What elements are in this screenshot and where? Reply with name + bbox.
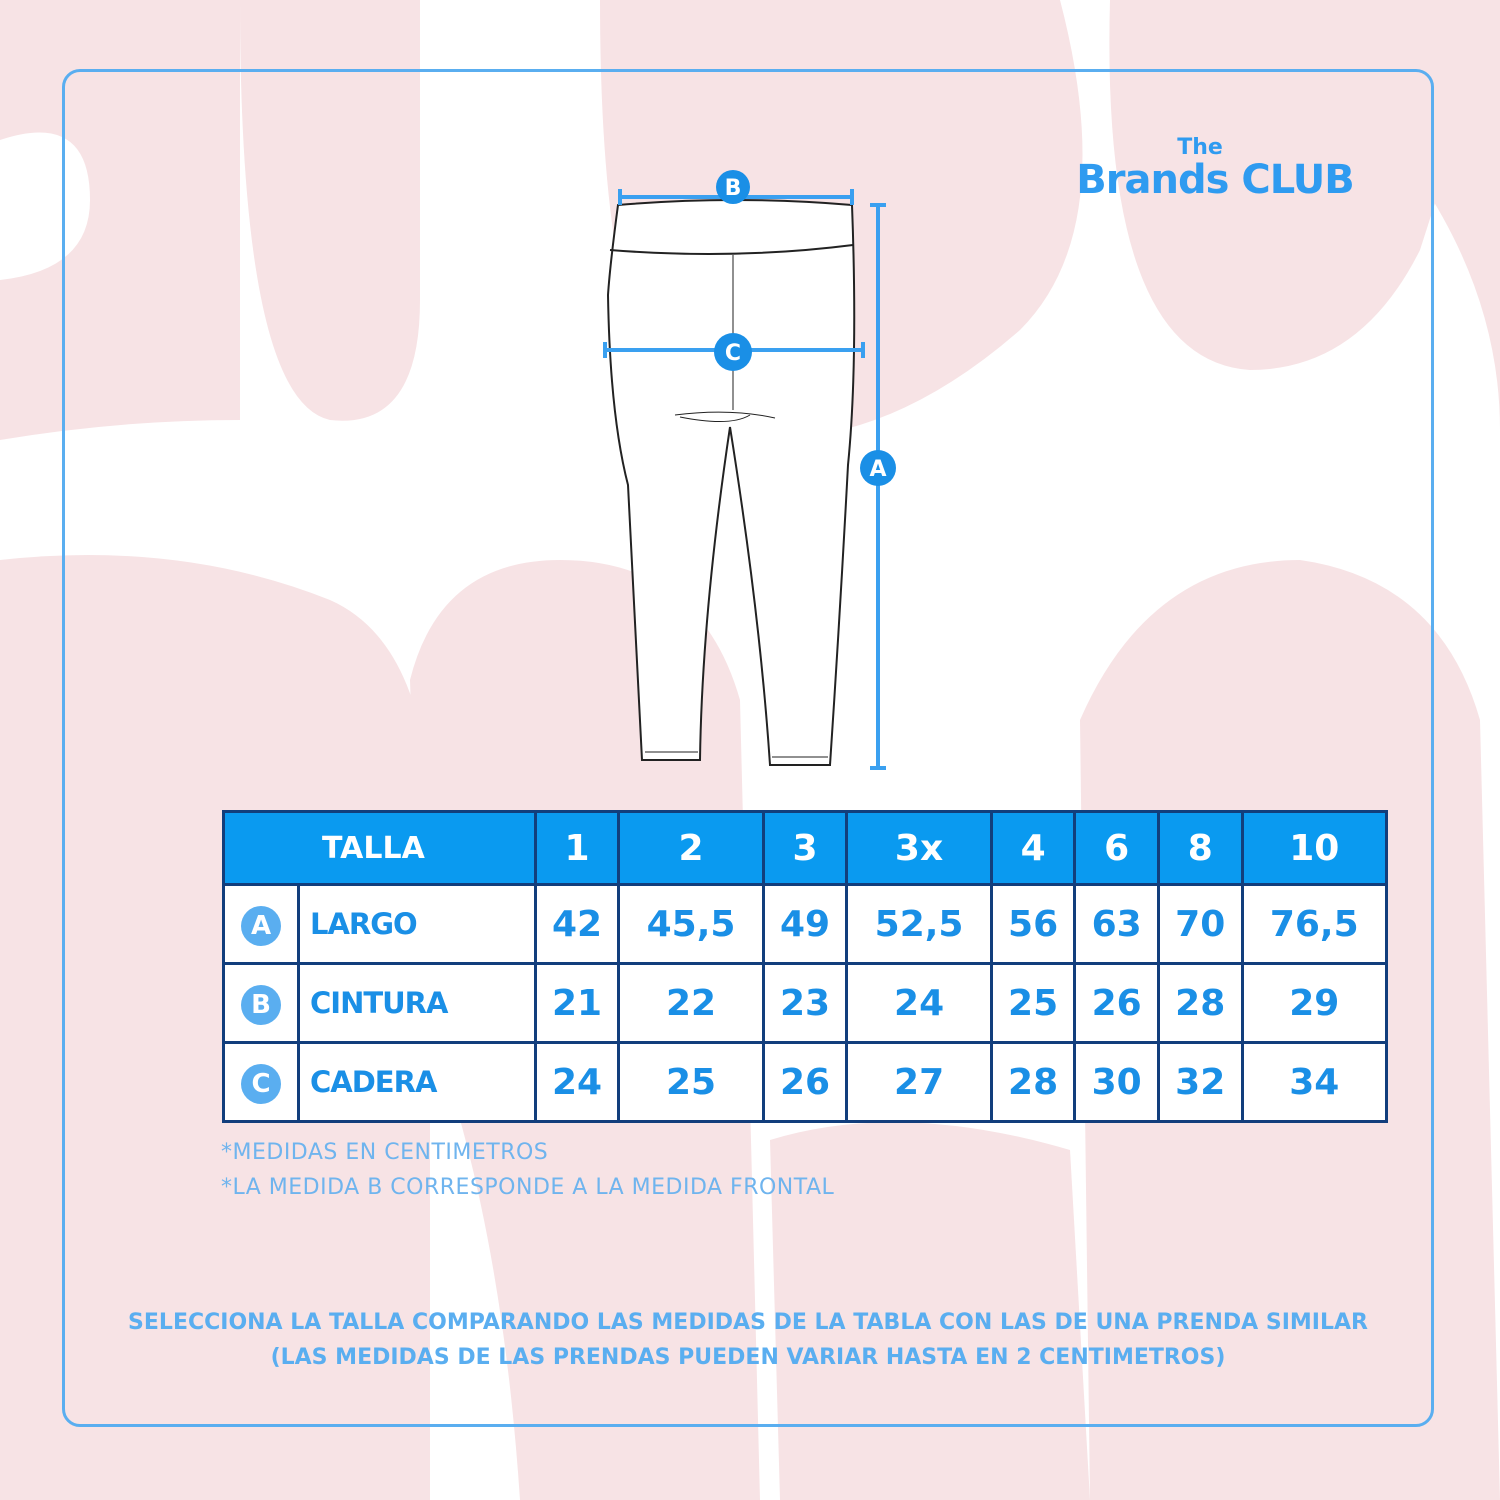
table-cell: 70 bbox=[1156, 883, 1244, 965]
marker-b-icon bbox=[716, 170, 750, 204]
table-cell: 26 bbox=[761, 1041, 849, 1123]
marker-a-icon: A bbox=[241, 906, 281, 946]
footer-instructions: SELECCIONA LA TALLA COMPARANDO LAS MEDID… bbox=[62, 1305, 1434, 1375]
marker-a-icon bbox=[860, 450, 896, 486]
leggings-outline bbox=[606, 199, 856, 766]
table-cell: 32 bbox=[1156, 1041, 1244, 1123]
row-label: CADERA bbox=[297, 1041, 537, 1123]
table-cell: 52,5 bbox=[845, 883, 993, 965]
crotch-detail bbox=[674, 411, 776, 423]
row-label: CINTURA bbox=[297, 962, 537, 1044]
table-cell: 21 bbox=[533, 962, 621, 1044]
table-cell: 24 bbox=[845, 962, 993, 1044]
table-cell: 49 bbox=[761, 883, 849, 965]
talla-header: TALLA bbox=[222, 810, 537, 886]
table-cell: 42 bbox=[533, 883, 621, 965]
brand-logo-line2: Brands CLUB bbox=[1076, 157, 1354, 203]
marker-a-label: A bbox=[869, 457, 886, 482]
table-cell: 24 bbox=[533, 1041, 621, 1123]
size-header: 3 bbox=[761, 810, 849, 886]
marker-b-label: B bbox=[725, 176, 742, 201]
table-cell: 28 bbox=[989, 1041, 1077, 1123]
measure-line-a bbox=[870, 203, 886, 770]
table-row-largo: A LARGO 42 45,5 49 52,5 56 63 70 76,5 bbox=[222, 883, 1388, 965]
size-header-row: TALLA 1 2 3 3x 4 6 8 10 bbox=[222, 810, 1388, 886]
notes: *MEDIDAS EN CENTIMETROS *LA MEDIDA B COR… bbox=[221, 1135, 834, 1205]
table-cell: 63 bbox=[1073, 883, 1160, 965]
table-cell: 23 bbox=[761, 962, 849, 1044]
table-cell: 26 bbox=[1073, 962, 1160, 1044]
size-header: 1 bbox=[533, 810, 621, 886]
brand-logo-line1: The bbox=[1177, 135, 1223, 160]
table-cell: 25 bbox=[617, 1041, 765, 1123]
table-cell: 34 bbox=[1240, 1041, 1388, 1123]
size-table: TALLA 1 2 3 3x 4 6 8 10 A LARGO 42 45,5 … bbox=[222, 810, 1388, 1123]
size-header: 2 bbox=[617, 810, 765, 886]
hem-lines bbox=[645, 751, 828, 758]
content-frame bbox=[62, 69, 1434, 1427]
size-header: 10 bbox=[1240, 810, 1388, 886]
table-cell: 25 bbox=[989, 962, 1077, 1044]
table-cell: 45,5 bbox=[617, 883, 765, 965]
size-header: 6 bbox=[1073, 810, 1160, 886]
waistband-line bbox=[609, 244, 854, 255]
brand-logo: The Brands CLUB bbox=[1065, 135, 1365, 200]
marker-c-icon bbox=[714, 333, 752, 371]
table-cell: 22 bbox=[617, 962, 765, 1044]
table-cell: 29 bbox=[1240, 962, 1388, 1044]
marker-c-label: C bbox=[725, 341, 741, 366]
table-row-cintura: B CINTURA 21 22 23 24 25 26 28 29 bbox=[222, 962, 1388, 1044]
footer-line-2: (LAS MEDIDAS DE LAS PRENDAS PUEDEN VARIA… bbox=[270, 1345, 1226, 1370]
table-cell: 56 bbox=[989, 883, 1077, 965]
marker-b-icon: B bbox=[241, 985, 281, 1025]
table-cell: 30 bbox=[1073, 1041, 1160, 1123]
note-units: *MEDIDAS EN CENTIMETROS bbox=[221, 1140, 549, 1165]
row-label: LARGO bbox=[297, 883, 537, 965]
table-cell: 76,5 bbox=[1240, 883, 1388, 965]
note-measure-b: *LA MEDIDA B CORRESPONDE A LA MEDIDA FRO… bbox=[221, 1175, 835, 1200]
table-row-cadera: C CADERA 24 25 26 27 28 30 32 34 bbox=[222, 1041, 1388, 1123]
size-header: 3x bbox=[845, 810, 993, 886]
table-cell: 27 bbox=[845, 1041, 993, 1123]
size-header: 8 bbox=[1156, 810, 1244, 886]
size-header: 4 bbox=[989, 810, 1077, 886]
marker-c-icon: C bbox=[241, 1064, 281, 1104]
table-cell: 28 bbox=[1156, 962, 1244, 1044]
footer-line-1: SELECCIONA LA TALLA COMPARANDO LAS MEDID… bbox=[128, 1310, 1368, 1335]
leggings-diagram: B C A bbox=[603, 170, 896, 770]
